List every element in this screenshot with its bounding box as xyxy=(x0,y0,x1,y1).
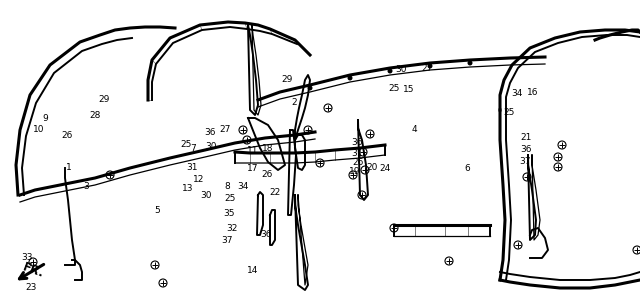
Text: 16: 16 xyxy=(527,88,538,97)
Text: 30: 30 xyxy=(396,65,407,74)
Text: 30: 30 xyxy=(200,191,212,200)
Text: 35: 35 xyxy=(223,209,235,218)
Text: 5: 5 xyxy=(154,206,159,215)
Text: 10: 10 xyxy=(33,125,44,134)
Circle shape xyxy=(428,64,433,69)
Text: 34: 34 xyxy=(237,182,249,191)
Text: 25: 25 xyxy=(503,108,515,117)
Text: 19: 19 xyxy=(349,167,361,176)
Text: 36: 36 xyxy=(520,145,532,154)
Text: 15: 15 xyxy=(403,85,414,94)
Text: 26: 26 xyxy=(61,131,73,140)
Text: 34: 34 xyxy=(511,89,523,98)
Circle shape xyxy=(348,76,353,80)
Text: 21: 21 xyxy=(520,133,532,142)
Text: 9: 9 xyxy=(42,114,47,123)
Text: 37: 37 xyxy=(221,236,233,245)
Text: 13: 13 xyxy=(182,184,193,193)
Text: 30: 30 xyxy=(205,142,217,151)
Text: 25: 25 xyxy=(225,194,236,203)
Circle shape xyxy=(467,61,472,66)
Text: 11: 11 xyxy=(247,146,259,155)
Text: 23: 23 xyxy=(25,283,36,292)
Text: 36: 36 xyxy=(260,230,271,239)
Text: 3: 3 xyxy=(84,182,89,191)
Text: 25: 25 xyxy=(180,140,191,149)
Text: 25: 25 xyxy=(388,84,400,93)
Text: 29: 29 xyxy=(281,75,292,84)
Text: 2: 2 xyxy=(292,98,297,107)
Text: 12: 12 xyxy=(193,175,204,185)
Text: 32: 32 xyxy=(227,224,238,233)
Text: 4: 4 xyxy=(412,125,417,134)
Text: 14: 14 xyxy=(247,266,259,275)
Text: 22: 22 xyxy=(269,188,281,197)
Text: 8: 8 xyxy=(225,182,230,191)
Circle shape xyxy=(307,85,312,91)
Text: 7: 7 xyxy=(191,144,196,154)
Circle shape xyxy=(387,69,392,73)
Text: 27: 27 xyxy=(422,64,433,73)
Text: 27: 27 xyxy=(220,125,231,134)
Text: 37: 37 xyxy=(519,157,531,166)
Text: 31: 31 xyxy=(186,163,198,172)
Text: 26: 26 xyxy=(353,158,364,167)
Text: 18: 18 xyxy=(262,144,273,154)
Text: 36: 36 xyxy=(204,128,216,137)
Text: 17: 17 xyxy=(247,164,259,173)
Text: 33: 33 xyxy=(21,253,33,262)
Text: 28: 28 xyxy=(89,111,100,120)
Text: 1: 1 xyxy=(67,163,72,172)
Text: 26: 26 xyxy=(262,170,273,179)
Text: 31: 31 xyxy=(351,149,363,158)
Text: 29: 29 xyxy=(98,95,109,104)
Text: 20: 20 xyxy=(367,163,378,172)
Text: FR.: FR. xyxy=(20,260,46,280)
Text: 36: 36 xyxy=(351,138,363,147)
Text: 24: 24 xyxy=(380,164,391,173)
Text: 6: 6 xyxy=(465,164,470,173)
